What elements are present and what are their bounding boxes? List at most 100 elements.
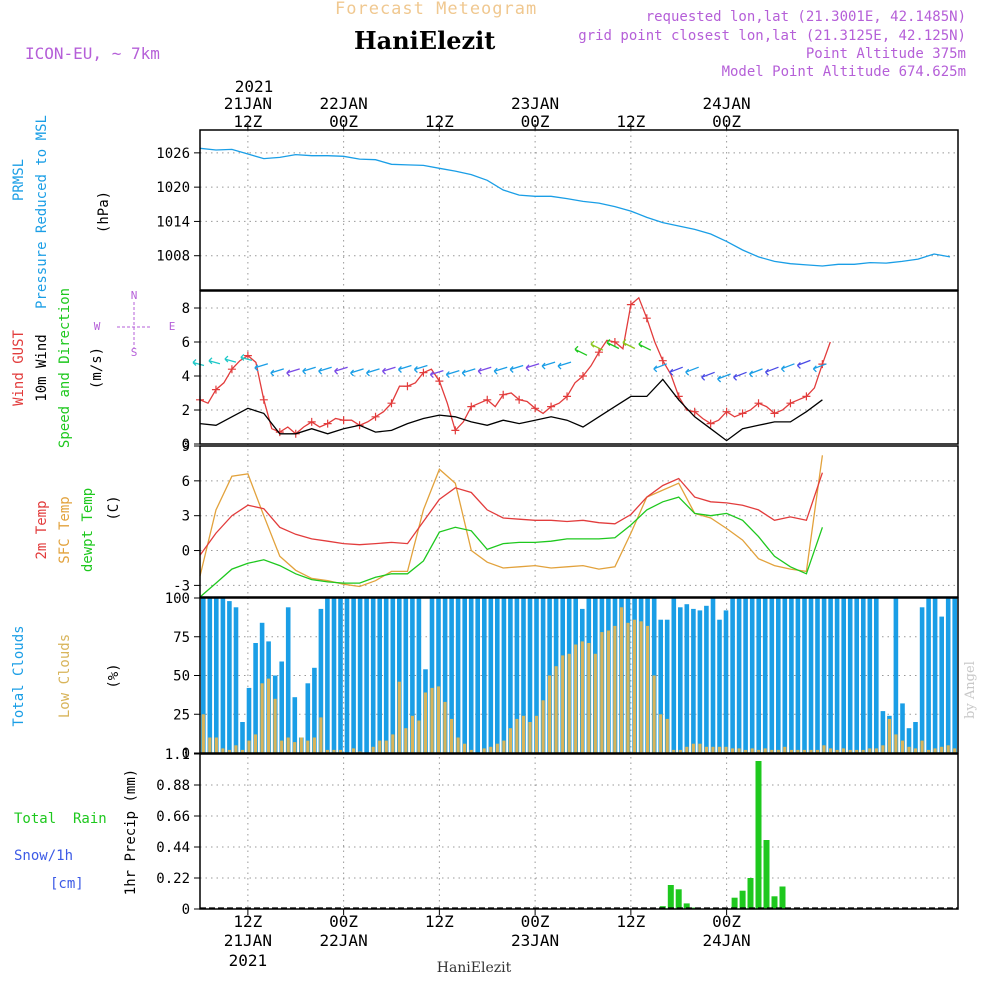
total-cloud-bar: [743, 598, 748, 753]
low-cloud-bar: [593, 653, 597, 753]
precip-label-cm: [cm]: [50, 876, 84, 892]
total-cloud-bar: [808, 598, 814, 753]
low-cloud-bar: [541, 700, 545, 753]
total-cloud-bar: [749, 598, 755, 753]
pressure-label-msl: Pressure Reduced to MSL: [34, 115, 50, 309]
wind-direction-arrow: [382, 366, 396, 375]
wind-direction-arrow: [477, 366, 492, 375]
temp-label-2m: 2m Temp: [34, 500, 50, 559]
total-cloud-bar: [233, 607, 239, 753]
low-cloud-bar: [874, 748, 878, 753]
wind-gust-marker: [690, 407, 699, 416]
low-cloud-bar: [482, 748, 486, 753]
grid-lines: [200, 130, 958, 910]
total-cloud-bar: [926, 598, 931, 753]
total-cloud-bar: [932, 598, 938, 753]
wind-direction-arrow: [557, 361, 572, 370]
compass-north: N: [131, 289, 138, 302]
total-cloud-bar: [488, 598, 494, 753]
low-cloud-bar: [325, 749, 329, 753]
low-cloud-bar: [515, 718, 519, 753]
total-cloud-bar: [867, 598, 873, 753]
low-cloud-bar: [632, 619, 637, 753]
wind-direction-arrow: [208, 357, 221, 365]
pressure-label-prmsl: PRMSL: [11, 159, 27, 201]
total-cloud-bar: [540, 598, 546, 753]
low-cloud-bar: [567, 653, 571, 753]
temp-2m-line: [199, 472, 824, 556]
total-cloud-bar: [900, 703, 905, 753]
total-cloud-bar: [207, 598, 213, 753]
low-cloud-bar: [842, 748, 846, 753]
low-cloud-bar: [306, 740, 310, 753]
bottom-axis-day: 24JAN: [703, 931, 751, 950]
total-cloud-bar: [501, 598, 507, 753]
total-cloud-bar: [403, 598, 409, 753]
total-cloud-bar: [201, 598, 206, 753]
low-cloud-bar: [508, 728, 512, 753]
low-cloud-bar: [855, 749, 859, 753]
total-cloud-bar: [279, 661, 284, 753]
wind-gust-marker: [243, 351, 252, 360]
low-cloud-bar: [267, 678, 271, 753]
low-cloud-bar: [789, 749, 793, 753]
wind-direction-arrow: [493, 366, 508, 375]
low-cloud-bar: [927, 749, 931, 753]
low-cloud-bar: [626, 622, 630, 753]
wind-direction-arrow: [413, 364, 428, 373]
panel-labels: PRMSL Pressure Reduced to MSL (hPa) Wind…: [11, 115, 139, 895]
total-cloud-bar: [913, 722, 918, 753]
low-cloud-bar: [639, 621, 643, 754]
low-cloud-bar: [332, 749, 336, 753]
total-cloud-bar: [383, 598, 389, 753]
total-cloud-bar: [861, 598, 866, 753]
low-cloud-bar: [293, 742, 297, 753]
low-cloud-bar: [574, 644, 578, 753]
total-cloud-bar: [756, 598, 761, 753]
wind-gust-marker: [419, 368, 428, 377]
wind-gust-marker: [754, 399, 763, 408]
low-cloud-bar: [234, 745, 238, 754]
low-cloud-bar: [802, 749, 806, 753]
low-cloud-bar: [319, 717, 323, 753]
wind-direction-arrow: [397, 364, 412, 373]
total-cloud-bar: [736, 598, 742, 753]
wind-direction-arrow: [606, 339, 620, 350]
low-cloud-bar: [946, 745, 950, 754]
y-tick-label: 1008: [156, 249, 190, 265]
total-cloud-bar: [325, 598, 330, 753]
rain-bar: [755, 761, 762, 909]
low-cloud-bar: [796, 749, 800, 753]
total-cloud-bar: [880, 711, 886, 753]
total-cloud-bar: [717, 619, 722, 753]
wind-direction-arrow: [286, 368, 300, 377]
wind-direction-arrow: [525, 363, 540, 372]
total-cloud-bar: [834, 598, 840, 753]
rain-bar: [747, 878, 754, 909]
wind-direction-arrow: [254, 363, 269, 372]
wind-direction-arrow: [461, 368, 476, 377]
low-cloud-bar: [580, 641, 584, 753]
total-cloud-bar: [527, 598, 533, 753]
total-cloud-bar: [710, 598, 716, 753]
low-cloud-bar: [894, 734, 898, 753]
total-cloud-bar: [351, 598, 356, 753]
low-cloud-bar: [208, 737, 212, 753]
total-cloud-bar: [782, 598, 788, 753]
y-tick-label: 0.22: [156, 871, 190, 887]
low-cloud-bar: [933, 748, 937, 753]
low-cloud-bar: [835, 749, 839, 753]
total-cloud-bar: [821, 598, 827, 753]
low-cloud-bar: [247, 740, 251, 753]
low-cloud-bar: [371, 746, 375, 753]
total-cloud-bar: [429, 598, 435, 753]
clouds-label-low: Low Clouds: [57, 634, 73, 718]
top-axis-day: 24JAN: [703, 94, 751, 113]
low-cloud-bar: [613, 625, 617, 753]
top-axis-day: 21JAN: [224, 94, 272, 113]
total-cloud-bar: [874, 598, 879, 753]
total-cloud-bar: [795, 598, 801, 753]
total-cloud-bar: [762, 598, 768, 753]
low-cloud-bar: [848, 749, 852, 753]
y-tick-label: 3: [182, 509, 190, 525]
